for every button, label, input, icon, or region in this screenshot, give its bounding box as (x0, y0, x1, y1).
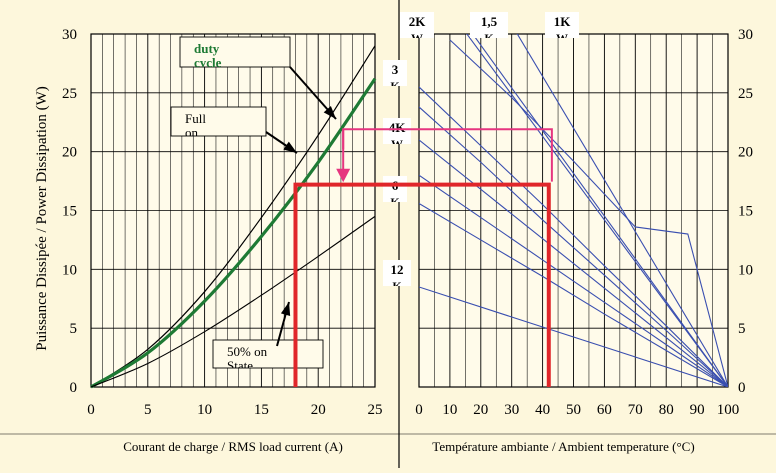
thermal-resistance-line (419, 174, 728, 387)
x-tick-label: 30 (504, 402, 519, 418)
resistance-label: 3 (392, 62, 399, 77)
y-tick-label: 5 (738, 321, 746, 337)
y-tick-label: 10 (62, 262, 77, 278)
thermal-resistance-line (466, 34, 728, 387)
resistance-label: 1,5 (481, 14, 498, 29)
x-tick-label: 15 (254, 402, 269, 418)
annotation-duty-cycle: duty (194, 41, 220, 56)
resistance-label: 12 (391, 262, 404, 277)
right-plot: 0 10 20 30 40 50 60 70 80 90 100 0 5 10 15 20 25 30 Tempér… (383, 12, 753, 454)
resistance-label-unit: K (392, 279, 402, 293)
x-tick-label: 40 (535, 402, 550, 418)
thermal-resistance-line (419, 86, 728, 387)
resistance-label-bg (400, 12, 434, 38)
y-tick-label: 20 (62, 145, 77, 161)
left-plot: 0 5 10 15 20 25 0 5 10 15 20 25 30 Courant de charge … (34, 27, 383, 454)
x-tick-label: 70 (628, 402, 643, 418)
resistance-label-unit: K (390, 79, 400, 93)
y-tick-label: 0 (738, 380, 746, 396)
y-tick-label: 30 (62, 27, 77, 43)
resistance-label-bg (383, 176, 407, 202)
x-tick-label: 90 (690, 402, 705, 418)
annotation-full-on-box (170, 106, 267, 137)
x-tick-label: 20 (473, 402, 488, 418)
x-tick-label: 50 (566, 402, 581, 418)
arrow-50-percent-head (280, 302, 291, 316)
y-tick-label: 25 (738, 86, 753, 102)
thermal-resistance-line (419, 202, 728, 387)
annotation-50-percent: 50% on (227, 344, 268, 359)
resistance-label-unit: W (556, 31, 568, 45)
thermal-resistance-line (472, 34, 728, 387)
x-tick-label: 100 (717, 402, 740, 418)
annotation-full-on: on (185, 125, 199, 140)
thermal-resistance-line (516, 34, 728, 387)
x-tick-label: 10 (197, 402, 212, 418)
resistance-label-bg (545, 12, 579, 38)
resistance-label-unit: K (484, 31, 494, 45)
y-tick-label: 0 (70, 380, 78, 396)
thermal-resistance-line (449, 39, 728, 387)
thermal-resistance-line (419, 106, 728, 387)
resistance-label-unit: K (390, 195, 400, 209)
resistance-label-bg (383, 260, 411, 286)
x-axis-label: Courant de charge / RMS load current (A) (123, 439, 343, 454)
y-tick-label: 15 (62, 204, 77, 220)
resistance-label-bg (383, 118, 411, 144)
resistance-label-unit: W (411, 31, 423, 45)
series-line (90, 77, 377, 389)
annotation-duty-cycle-box (179, 36, 291, 68)
y-tick-label: 25 (62, 86, 77, 102)
x-tick-label: 60 (597, 402, 612, 418)
resistance-label: 4K (389, 120, 407, 135)
annotation-50-percent: State (227, 358, 253, 373)
x-tick-label: 0 (415, 402, 423, 418)
resistance-label: 1K (554, 14, 572, 29)
y-tick-label: 15 (738, 204, 753, 220)
thermal-resistance-lines (419, 34, 728, 387)
example-reading-path (293, 182, 551, 387)
pink-arrow-head (336, 168, 351, 183)
arrow-full-on-head (283, 141, 297, 153)
thermal-resistance-line (419, 286, 728, 387)
x-tick-label: 10 (442, 402, 457, 418)
x-tick-label: 20 (311, 402, 326, 418)
annotation-50-percent-box (212, 339, 324, 369)
left-plot-frame (90, 33, 376, 388)
x-tick-label: 25 (368, 402, 383, 418)
series-line (90, 45, 376, 388)
x-tick-label: 0 (87, 402, 95, 418)
annotation-duty-cycle: cycle (194, 55, 222, 70)
thermal-resistance-line (419, 139, 728, 387)
y-tick-label: 5 (70, 321, 78, 337)
resistance-label-bg (470, 12, 508, 38)
x-tick-label: 5 (144, 402, 152, 418)
y-axis-label: Puissance Dissipée / Power Dissipation (… (34, 86, 50, 351)
y-tick-label: 10 (738, 262, 753, 278)
x-axis-label: Température ambiante / Ambient temperatu… (432, 439, 694, 454)
resistance-label: 2K (409, 14, 427, 29)
x-tick-label: 80 (659, 402, 674, 418)
resistance-label-bg (383, 60, 407, 86)
arrow-duty-cycle-head (323, 105, 336, 119)
y-tick-label: 20 (738, 145, 753, 161)
resistance-label-unit: W (391, 137, 403, 151)
series-line (90, 215, 376, 388)
annotation-full-on: Full (185, 111, 206, 126)
y-tick-label: 30 (738, 27, 753, 43)
